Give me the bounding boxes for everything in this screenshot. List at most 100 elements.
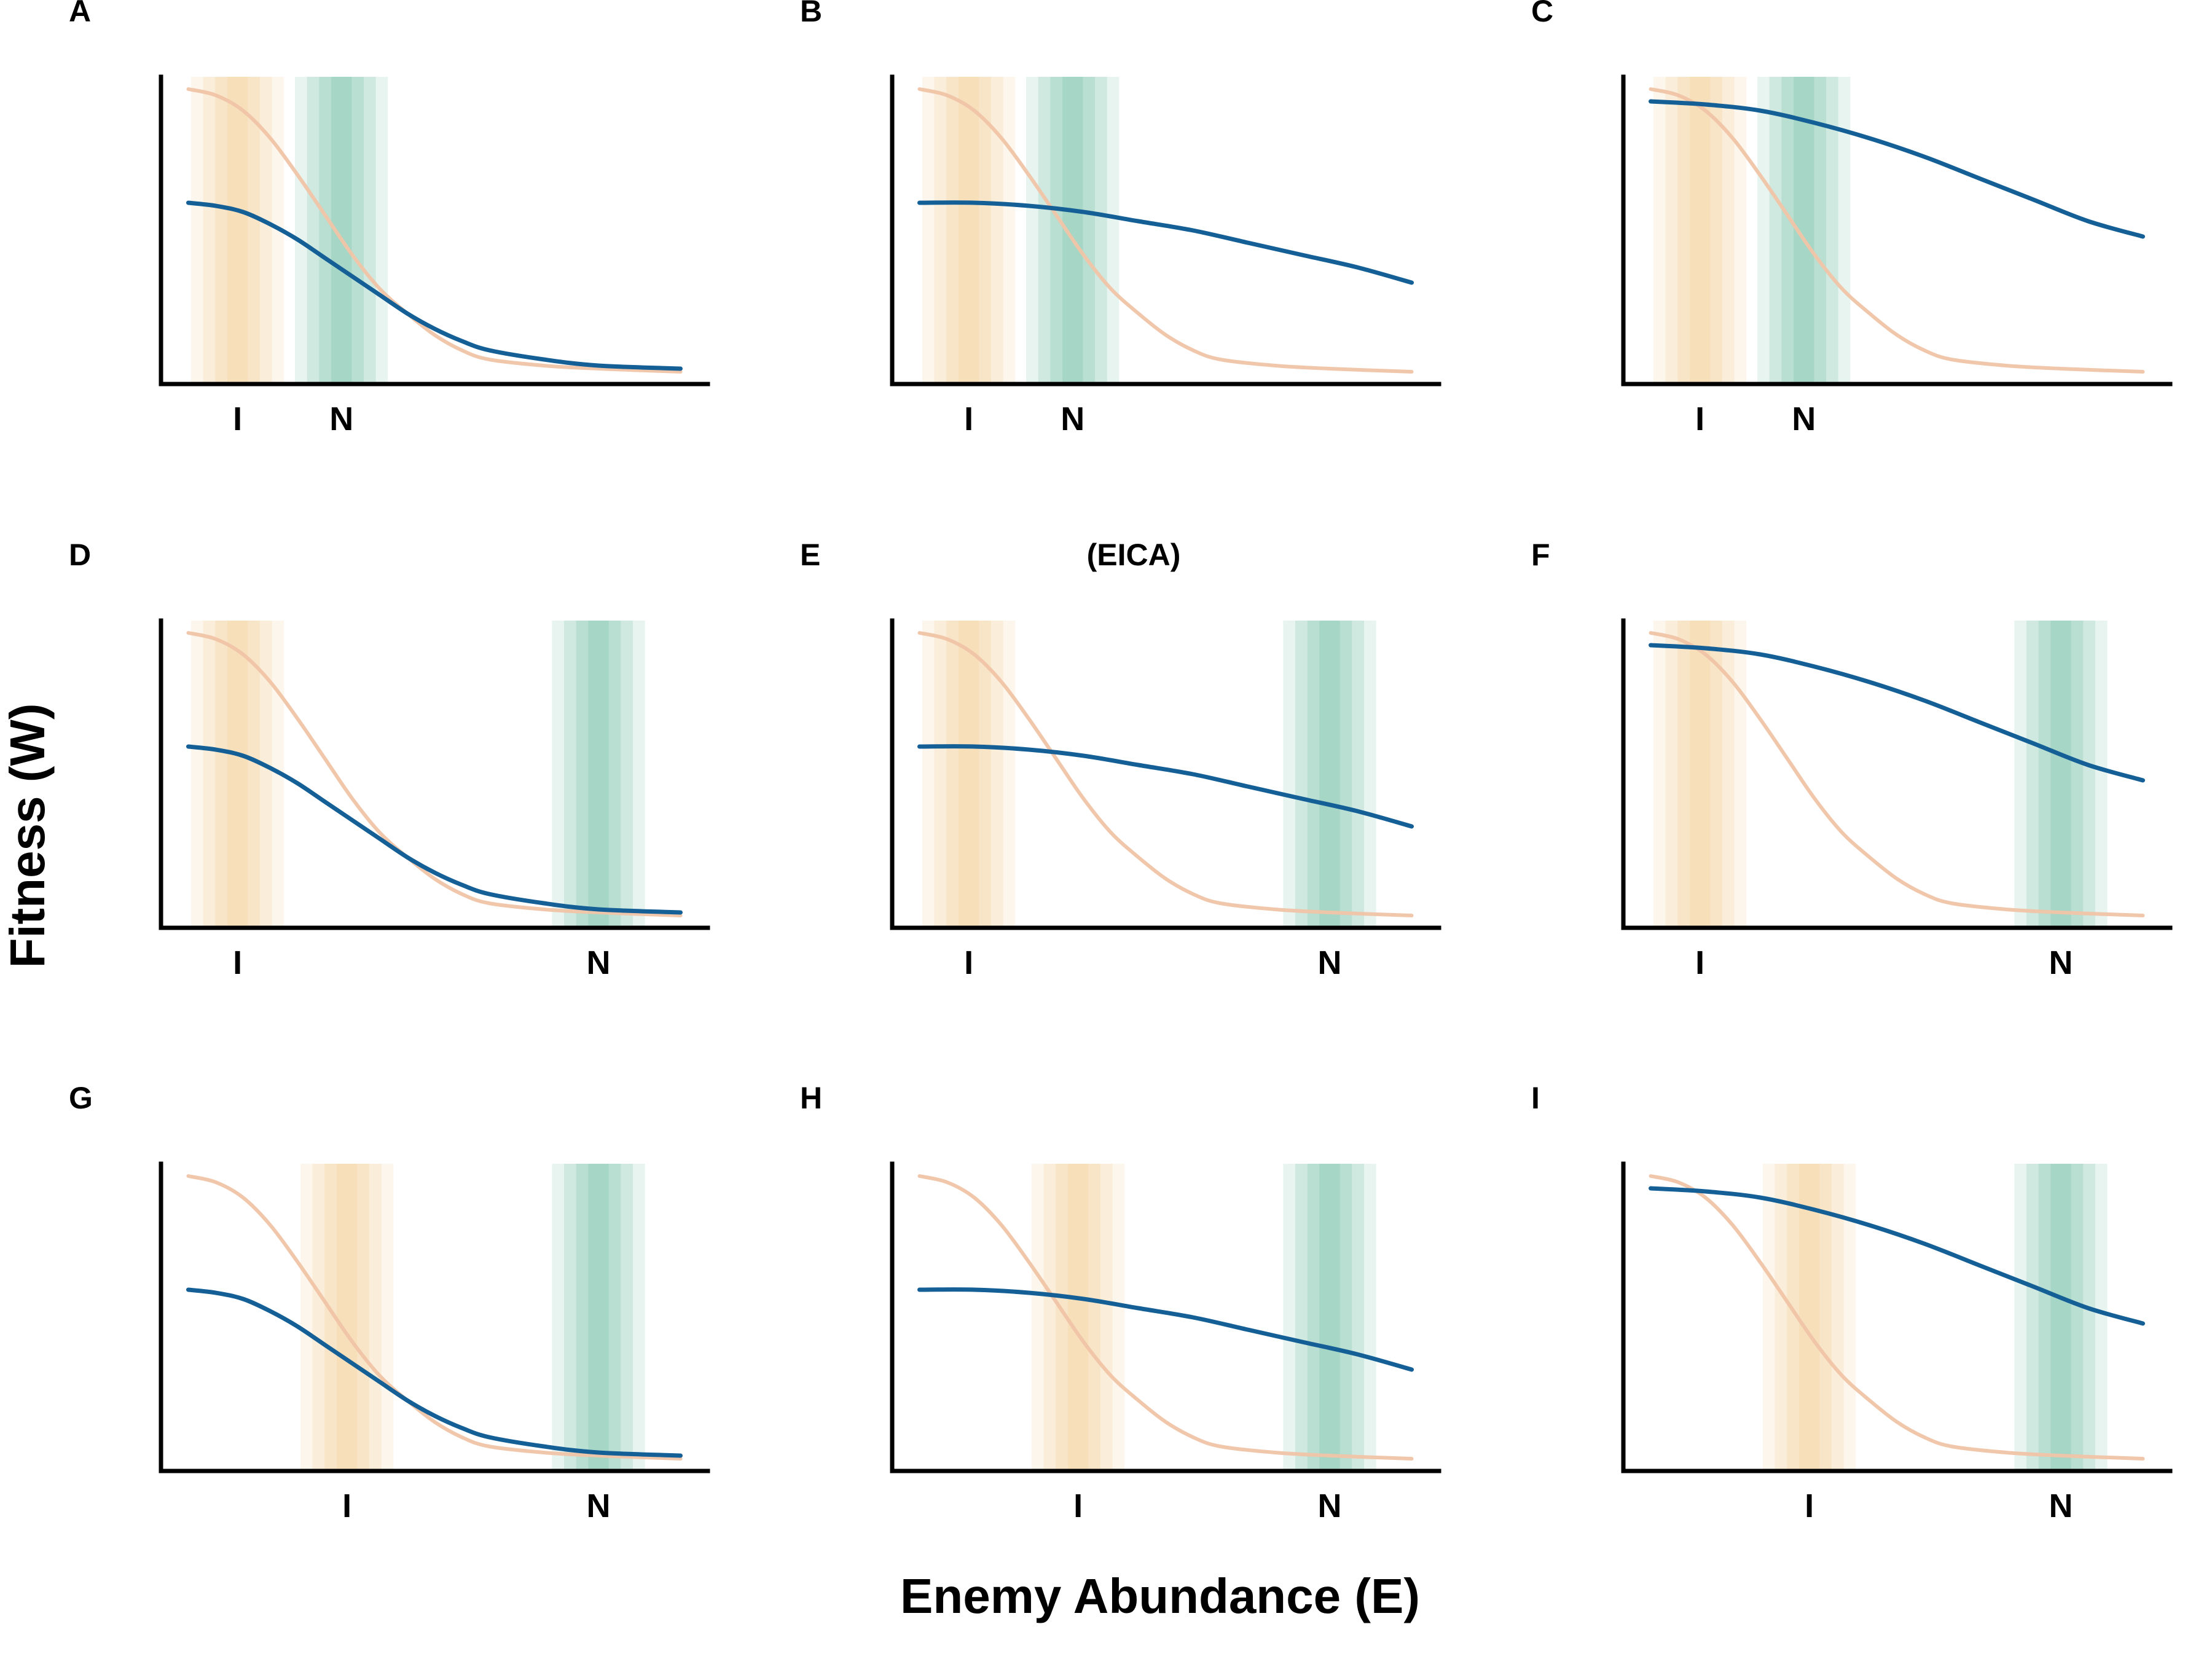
panel-c: I N C xyxy=(1531,0,2173,437)
panel-b-invasive-curve xyxy=(917,200,1414,285)
panel-h-introduced-range-band-layer-4 xyxy=(1068,1164,1089,1471)
panel-b-introduced-range-band xyxy=(922,77,1016,384)
panel-i-native-range-band-layer-1 xyxy=(2014,1164,2108,1471)
panel-e-annotation: (EICA) xyxy=(1087,538,1181,572)
panel-f-native-range-band-layer-3 xyxy=(2038,621,2084,928)
panel-g-introduced-range-band-layer-2 xyxy=(312,1164,382,1471)
panel-a-introduced-range-band-layer-3 xyxy=(215,77,260,384)
panel-g-tick-label-i: I xyxy=(342,1488,351,1524)
panel-d-introduced-range-band-layer-1 xyxy=(190,621,284,928)
panel-c-introduced-range-band xyxy=(1653,77,1747,384)
panel-e-native-range-band-layer-2 xyxy=(1295,621,1364,928)
panel-f-introduced-range-band-layer-4 xyxy=(1690,621,1711,928)
panel-g-introduced-range-band xyxy=(300,1164,394,1471)
panel-b-native-range-band-layer-1 xyxy=(1026,77,1120,384)
panel-a-invasive-curve xyxy=(186,200,683,371)
panel-f-invasive-curve xyxy=(1649,643,2145,783)
panel-e-native-curve xyxy=(917,631,1414,917)
panel-e-native-range-band xyxy=(1283,621,1376,928)
panel-f-introduced-range-band xyxy=(1653,621,1747,928)
panel-g-native-range-band-layer-4 xyxy=(588,1164,609,1471)
panel-b-introduced-range-band-layer-4 xyxy=(959,77,979,384)
panel-c-introduced-range-band-layer-1 xyxy=(1653,77,1747,384)
panel-e-tick-label-n: N xyxy=(1318,944,1342,981)
panel-a-tick-label-n: N xyxy=(329,401,353,437)
panel-e-tick-label-i: I xyxy=(964,944,973,981)
panel-d-native-curve xyxy=(186,631,683,917)
panel-a-introduced-range-band-layer-4 xyxy=(227,77,248,384)
panel-i-letter: I xyxy=(1531,1081,1540,1115)
panel-b-tick-label-i: I xyxy=(964,401,973,437)
panel-e: I N E (EICA) xyxy=(800,538,1441,981)
panel-c-introduced-range-band-layer-3 xyxy=(1677,77,1722,384)
panel-i-native-range-band-layer-2 xyxy=(2026,1164,2095,1471)
panel-h-introduced-range-band-layer-3 xyxy=(1056,1164,1100,1471)
panel-h: I N H xyxy=(800,1081,1441,1524)
panel-c-tick-label-n: N xyxy=(1792,401,1816,437)
y-axis-title: Fitness (W) xyxy=(0,703,55,968)
panel-b-native-range-band xyxy=(1026,77,1120,384)
panel-e-invasive-curve xyxy=(917,744,1414,829)
x-axis-title: Enemy Abundance (E) xyxy=(900,1569,1420,1623)
panel-d-native-range-band xyxy=(552,621,645,928)
panel-b-native-range-band-layer-2 xyxy=(1038,77,1107,384)
panel-a-native-range-band-layer-1 xyxy=(295,77,388,384)
panel-c-letter: C xyxy=(1531,0,1553,28)
panel-h-native-range-band-layer-2 xyxy=(1295,1164,1364,1471)
panel-b-native-curve xyxy=(917,87,1414,374)
panel-f-tick-label-i: I xyxy=(1695,944,1704,981)
panel-c-native-range-band-layer-3 xyxy=(1781,77,1826,384)
panel-a: I N A xyxy=(69,0,710,437)
panel-e-introduced-range-band-layer-1 xyxy=(922,621,1016,928)
panel-a-native-range-band-layer-2 xyxy=(307,77,376,384)
panel-e-native-range-band-layer-3 xyxy=(1307,621,1352,928)
panel-d-introduced-range-band xyxy=(190,621,284,928)
panel-a-native-range-band xyxy=(295,77,388,384)
panel-e-introduced-range-band xyxy=(922,621,1016,928)
panel-h-native-range-band-layer-4 xyxy=(1319,1164,1340,1471)
panel-i: I N I xyxy=(1531,1081,2173,1524)
panel-g-native-range-band-layer-1 xyxy=(552,1164,645,1471)
panel-f-native-range-band-layer-1 xyxy=(2014,621,2108,928)
panel-a-native-curve xyxy=(186,87,683,374)
panel-g-native-range-band xyxy=(552,1164,645,1471)
panel-h-introduced-range-band-layer-2 xyxy=(1043,1164,1113,1471)
panel-f-native-range-band-layer-2 xyxy=(2026,621,2095,928)
panel-b-tick-label-n: N xyxy=(1061,401,1084,437)
panel-c-invasive-curve xyxy=(1649,99,2145,239)
panel-h-native-range-band-layer-1 xyxy=(1283,1164,1376,1471)
panel-d-native-range-band-layer-1 xyxy=(552,621,645,928)
panel-h-letter: H xyxy=(800,1081,822,1115)
panel-d-invasive-curve xyxy=(186,744,683,915)
panel-c-introduced-range-band-layer-4 xyxy=(1690,77,1711,384)
panel-i-tick-label-i: I xyxy=(1805,1488,1814,1524)
panel-f-introduced-range-band-layer-3 xyxy=(1677,621,1722,928)
panel-g-tick-label-n: N xyxy=(587,1488,611,1524)
panel-g-introduced-range-band-layer-4 xyxy=(337,1164,358,1471)
panel-i-native-range-band-layer-3 xyxy=(2038,1164,2084,1471)
panel-g-letter: G xyxy=(69,1081,93,1115)
panel-e-native-range-band-layer-1 xyxy=(1283,621,1376,928)
panel-g-native-curve xyxy=(186,1174,683,1461)
panel-e-letter: E xyxy=(800,538,820,572)
panel-g-invasive-curve xyxy=(186,1287,683,1458)
panel-f-native-range-band-layer-4 xyxy=(2050,621,2071,928)
panel-d-letter: D xyxy=(69,538,91,572)
panel-a-native-range-band-layer-3 xyxy=(319,77,364,384)
panel-b-introduced-range-band-layer-1 xyxy=(922,77,1016,384)
panel-b-letter: B xyxy=(800,0,822,28)
panel-f-tick-label-n: N xyxy=(2049,944,2073,981)
panel-i-invasive-curve xyxy=(1649,1186,2145,1326)
panel-a-introduced-range-band-layer-1 xyxy=(190,77,284,384)
panel-h-native-range-band xyxy=(1283,1164,1376,1471)
panel-i-introduced-range-band-layer-4 xyxy=(1799,1164,1820,1471)
panel-f-letter: F xyxy=(1531,538,1550,572)
panel-c-native-curve xyxy=(1649,87,2145,374)
panel-e-introduced-range-band-layer-4 xyxy=(959,621,979,928)
panel-d-native-range-band-layer-2 xyxy=(564,621,633,928)
panel-b-native-range-band-layer-3 xyxy=(1050,77,1095,384)
panel-h-native-curve xyxy=(917,1174,1414,1461)
panel-h-tick-label-i: I xyxy=(1073,1488,1083,1524)
panel-i-introduced-range-band-layer-3 xyxy=(1787,1164,1832,1471)
